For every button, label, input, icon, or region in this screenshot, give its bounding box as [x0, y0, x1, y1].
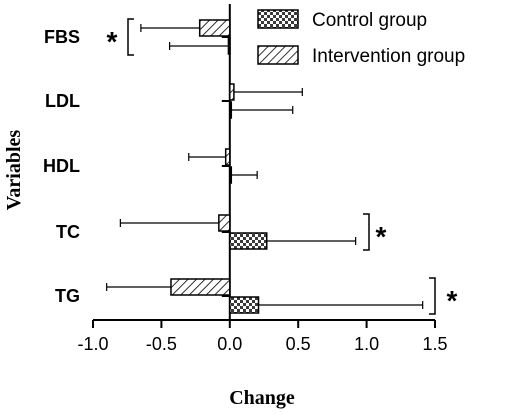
legend-label-control: Control group	[312, 10, 427, 31]
significance-star: *	[107, 26, 118, 57]
bar-intervention	[218, 214, 231, 232]
y-tick-label: HDL	[43, 156, 80, 176]
y-tick-label: TG	[55, 286, 80, 306]
bar-control	[229, 232, 268, 250]
x-tick-label: -1.0	[77, 334, 108, 354]
legend-swatch-control	[257, 9, 299, 29]
bar-intervention	[170, 278, 231, 296]
y-tick-label: LDL	[45, 91, 80, 111]
legend: Control group Intervention group	[257, 9, 465, 67]
significance-bracket	[127, 18, 134, 56]
bar-intervention	[224, 148, 231, 166]
plot-area: -1.0 -0.5 0.0 0.5 1.0 1.5 FBS LDL HDL TC TG * * *	[43, 4, 458, 354]
y-tick-label: TC	[56, 222, 80, 242]
significance-bracket	[429, 277, 436, 315]
y-axis-title: Variables	[3, 130, 25, 211]
significance-star: *	[376, 221, 387, 252]
x-tick-label: 1.0	[354, 334, 379, 354]
bar-control	[227, 37, 231, 55]
y-tick-label: FBS	[44, 27, 80, 47]
legend-label-intervention: Intervention group	[312, 46, 465, 67]
x-axis-title: Change	[229, 387, 295, 409]
x-tick-label: 0.0	[217, 334, 242, 354]
x-tick-label: -0.5	[146, 334, 177, 354]
x-tick-label: 0.5	[286, 334, 311, 354]
x-tick-label: 1.5	[422, 334, 447, 354]
significance-star: *	[447, 285, 458, 316]
bar-intervention	[229, 83, 235, 101]
bar-control	[229, 296, 260, 314]
bar-intervention	[198, 19, 231, 37]
significance-bracket	[363, 213, 370, 251]
bar-control	[229, 101, 233, 119]
legend-swatch-intervention	[257, 45, 299, 65]
